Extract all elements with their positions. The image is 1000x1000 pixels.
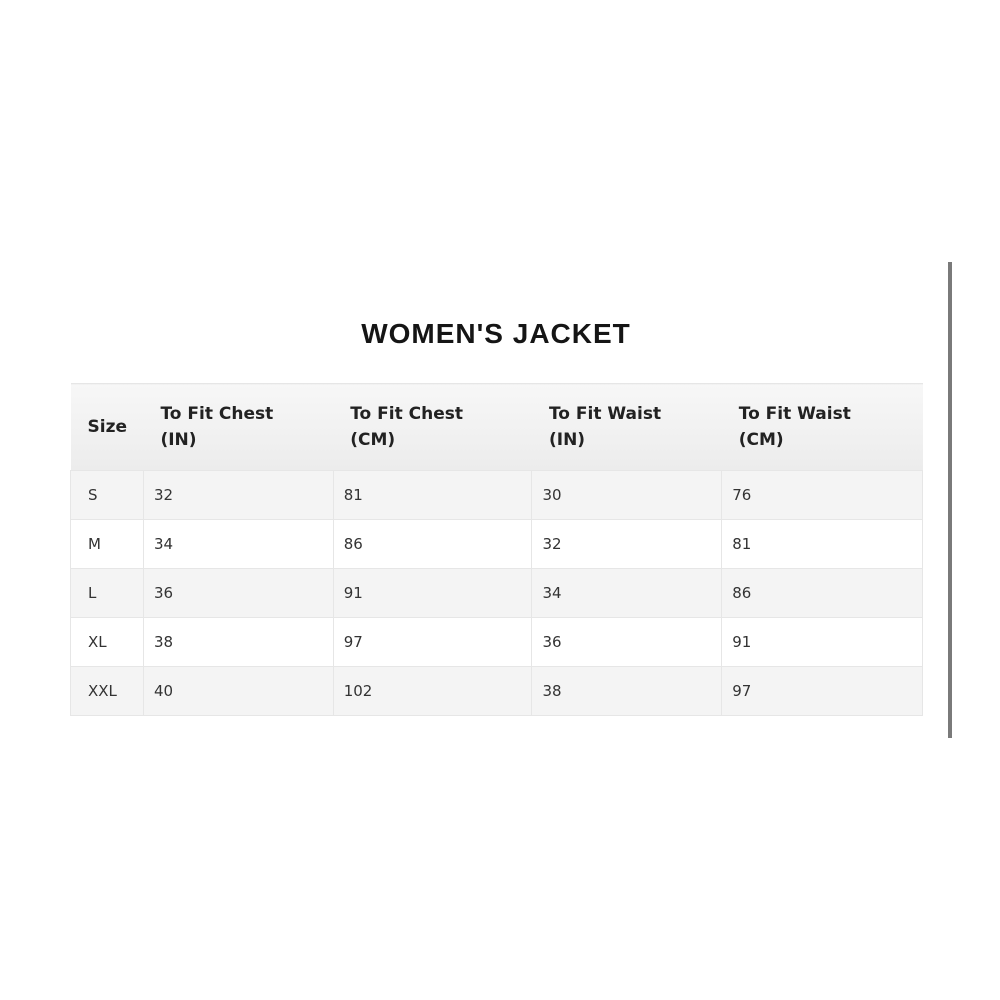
header-label: To Fit Chest [160,404,274,424]
header-unit: (CM) [350,430,396,450]
header-unit: (IN) [160,430,197,450]
table-cell: 81 [332,470,533,520]
table-cell: XXL [70,666,144,716]
table-cell: 86 [332,519,533,569]
table-cell: 34 [531,568,723,618]
table-cell: XL [70,617,144,667]
header-size: Size [70,383,144,471]
table-cell: M [70,519,144,569]
table-cell: 91 [721,617,923,667]
header-label: To Fit Waist [548,404,662,424]
table-cell: 36 [142,568,334,618]
header-label: To Fit Waist [738,404,851,424]
table-cell: 38 [142,617,334,667]
header-chest-cm: To Fit Chest (CM) [333,383,532,471]
table-row: XXL 40 102 38 97 [70,666,923,716]
table-cell: 91 [332,568,533,618]
header-chest-in: To Fit Chest (IN) [143,383,334,471]
table-row: S 32 81 30 76 [70,470,923,520]
table-cell: 32 [531,519,723,569]
header-waist-in: To Fit Waist (IN) [531,383,722,471]
table-cell: 97 [721,666,923,716]
header-unit: (IN) [548,430,586,450]
table-row: L 36 91 34 86 [70,568,923,618]
header-unit: (CM) [738,430,784,450]
header-label: To Fit Chest [350,404,463,424]
table-cell: 97 [332,617,533,667]
table-cell: 76 [721,470,923,520]
page-title: WOMEN'S JACKET [361,318,631,349]
table-header-row: Size To Fit Chest (IN) To Fit Chest (CM) T… [70,383,923,471]
scrollbar[interactable] [948,262,952,738]
table-row: M 34 86 32 81 [70,519,923,569]
table-cell: 86 [721,568,923,618]
table-cell: 102 [332,666,533,716]
header-label: Size [87,417,128,437]
table-cell: 32 [142,470,334,520]
table-cell: 34 [142,519,334,569]
table-cell: 40 [142,666,334,716]
table-cell: 36 [531,617,723,667]
header-waist-cm: To Fit Waist (CM) [721,383,923,471]
table-cell: L [70,568,144,618]
table-cell: S [70,470,144,520]
table-cell: 30 [531,470,723,520]
table-row: XL 38 97 36 91 [70,617,923,667]
table-cell: 38 [531,666,723,716]
size-chart-table: Size To Fit Chest (IN) To Fit Chest (CM) T… [70,383,923,716]
table-cell: 81 [721,519,923,569]
